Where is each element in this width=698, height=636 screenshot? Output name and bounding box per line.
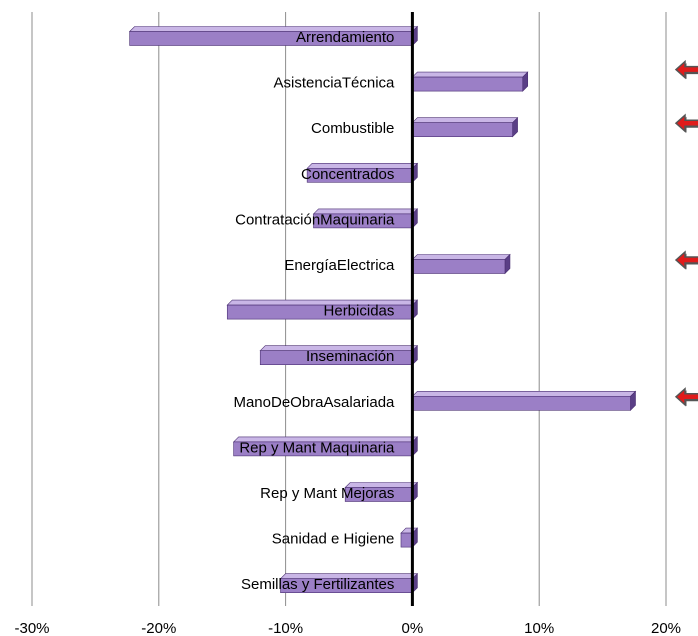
bar-top-face bbox=[411, 117, 519, 123]
category-label: AsistenciaTécnica bbox=[274, 75, 396, 92]
bar-front-face bbox=[412, 76, 524, 92]
tick-labels: -30% -20% -10% 0% 10% 20% bbox=[14, 620, 681, 636]
bar-top-face bbox=[411, 390, 637, 397]
bar bbox=[411, 116, 519, 138]
category-label: Arrendamiento bbox=[296, 29, 394, 46]
arrow-shape bbox=[674, 387, 698, 407]
category-label: Inseminación bbox=[306, 348, 394, 365]
category-label: Concentrados bbox=[301, 166, 394, 183]
category-labels: Arrendamiento AsistenciaTécnica Combustibl… bbox=[233, 29, 395, 593]
bar bbox=[306, 162, 419, 184]
bar-front-face bbox=[412, 122, 513, 137]
x-tick-label: -20% bbox=[141, 620, 176, 636]
arrow-left-icon bbox=[674, 59, 698, 80]
bar-front-face bbox=[412, 395, 631, 411]
arrow-left-icon bbox=[674, 113, 698, 133]
bar bbox=[279, 572, 419, 594]
x-tick-label: 20% bbox=[651, 620, 681, 636]
bar bbox=[400, 527, 419, 548]
arrow-shape bbox=[674, 113, 698, 133]
bar-top-face bbox=[411, 71, 529, 78]
category-label: ManoDeObraAsalariada bbox=[233, 394, 395, 411]
x-tick-label: 10% bbox=[524, 620, 554, 636]
category-label: EnergíaElectrica bbox=[284, 257, 395, 274]
category-label: Rep y Mant Maquinaria bbox=[239, 439, 395, 456]
x-tick-label: 0% bbox=[402, 620, 424, 636]
category-label: Combustible bbox=[311, 120, 394, 137]
highlight-markers bbox=[674, 59, 698, 407]
category-label: Semillas y Fertilizantes bbox=[241, 576, 394, 593]
arrow-left-icon bbox=[674, 250, 698, 270]
bar-front-face bbox=[412, 259, 506, 274]
x-tick-label: -10% bbox=[268, 620, 303, 636]
category-label: Sanidad e Higiene bbox=[272, 531, 395, 548]
bar bbox=[411, 71, 529, 92]
bar bbox=[411, 253, 511, 275]
bar-front-face bbox=[400, 532, 413, 548]
category-label: Rep y Mant Mejoras bbox=[260, 485, 394, 502]
bar bbox=[259, 344, 419, 366]
bar bbox=[411, 390, 637, 412]
category-label: Herbicidas bbox=[324, 303, 395, 320]
arrow-left-icon bbox=[674, 387, 698, 407]
bar-top-face bbox=[411, 254, 511, 260]
x-tick-label: -30% bbox=[14, 620, 49, 636]
arrow-shape bbox=[674, 59, 698, 80]
bar bbox=[312, 208, 419, 229]
category-label: ContrataciónMaquinaria bbox=[235, 211, 395, 228]
arrow-shape bbox=[674, 250, 698, 270]
